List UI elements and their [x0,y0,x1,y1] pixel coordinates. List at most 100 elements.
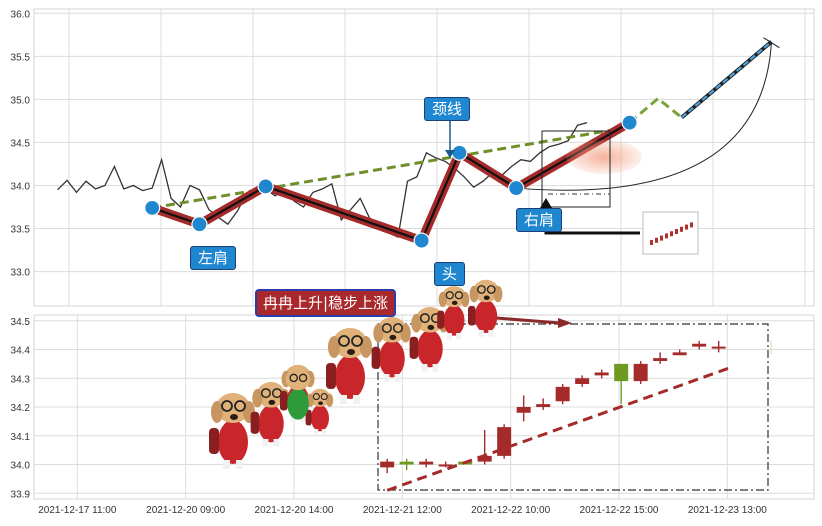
candle-body [438,464,453,467]
candle-body [711,346,726,349]
projection-arc [516,41,772,191]
candle-body [477,455,492,462]
projection-blue [680,40,773,119]
puppy-glasses [320,393,328,401]
puppy-ear [400,323,411,343]
x-tick-label: 2021-12-22 15:00 [580,505,659,516]
puppy-glasses [289,373,298,383]
x-tick-label: 2021-12-22 10:00 [471,505,550,516]
right-shoulder-pointer-head [540,198,552,208]
puppy-ear [461,291,470,308]
banner-arrow [495,316,561,325]
puppy-glasses [234,400,246,412]
puppy-shoe [432,364,439,372]
puppy-ear [438,291,447,308]
bottom-y-tick-label: 34.0 [11,461,31,472]
puppy-nose [389,334,397,340]
candle-body [614,363,629,382]
puppy-icon [371,317,411,382]
pattern-point-marker [451,144,468,161]
top-y-tick-label: 35.0 [11,95,31,106]
puppy-nose [347,349,355,355]
neckline [151,128,616,210]
puppy-ear [360,336,372,358]
candle-body [692,343,707,347]
rise-region-box [377,323,769,491]
puppy-overalls [443,305,465,336]
puppy-shoe [383,374,390,382]
puppy-glasses [454,291,464,300]
puppy-icon [250,382,290,447]
puppy-backpack [280,391,288,411]
puppy-ear [373,323,384,343]
mini-candle [685,224,688,230]
puppy-overalls [311,405,329,432]
top-y-tick-label: 33.0 [11,268,31,279]
puppy-icon [209,393,255,469]
puppy-shoe [273,439,280,447]
puppy-ear [493,285,503,303]
candle-body [672,352,687,356]
candle-body [380,461,395,468]
highlight-glow [566,140,642,174]
puppy-glasses [351,335,363,347]
puppy-decorations [209,279,503,469]
puppy-icon [437,286,470,340]
puppy-icon-green [285,368,311,420]
puppy-shoe [340,395,347,404]
x-tick-label: 2021-12-21 12:00 [363,505,442,516]
puppy-nose [268,399,276,405]
puppy-nose [483,295,490,300]
mini-candle [660,235,663,241]
candle-body [555,386,570,402]
puppy-backpack [437,310,445,329]
puppy-glasses [260,388,271,399]
puppy-shoe [321,429,326,435]
puppy-glasses [221,400,233,412]
projection-green [628,96,683,124]
top-panel: 33.0 33.5 34.0 34.5 35.0 35.5 36.0 [11,8,815,307]
mini-candle [655,237,658,243]
puppy-overalls [417,330,443,368]
puppy-backpack [409,336,419,359]
puppy-glasses [419,313,430,324]
puppy-shoe [223,460,230,469]
puppy-overalls [218,420,248,464]
x-tick-label: 2021-12-20 09:00 [146,505,225,516]
pattern-point-marker [621,114,638,131]
top-y-tick-label: 35.5 [11,52,31,63]
puppy-backpack [468,306,476,326]
top-y-tick-label: 36.0 [11,9,31,20]
puppy-shoe [456,333,461,340]
puppy-nose [318,401,323,405]
pattern-point-marker [257,178,274,195]
puppy-ear [326,393,334,407]
trend-banner: 冉冉上升|稳步上涨 [255,289,397,317]
puppy-icon [326,328,372,404]
mini-candle [650,240,653,245]
candle-body [516,407,531,413]
puppy-nose [427,324,435,330]
candle-body [399,461,414,465]
support-trend-line [386,365,734,492]
mini-candle [675,229,678,234]
bottom-y-tick-label: 34.4 [11,346,31,357]
puppy-icon [305,388,334,435]
puppy-glasses [381,323,392,334]
puppy-shoe [488,330,494,337]
candle-body [594,372,609,376]
head-label: 头 [434,262,466,286]
puppy-shoe [314,429,319,435]
puppy-shoe [262,439,269,447]
bottom-y-tick-label: 34.3 [11,374,31,385]
right-shoulder-label: 右肩 [516,208,563,232]
pattern-point-marker [508,179,525,197]
puppy-shoe [478,330,484,337]
banner-arrow-head [558,318,572,328]
puppy-glasses [298,373,308,383]
mini-candle [670,231,673,237]
puppy-overalls [335,355,365,399]
pattern-point-marker [413,232,430,249]
